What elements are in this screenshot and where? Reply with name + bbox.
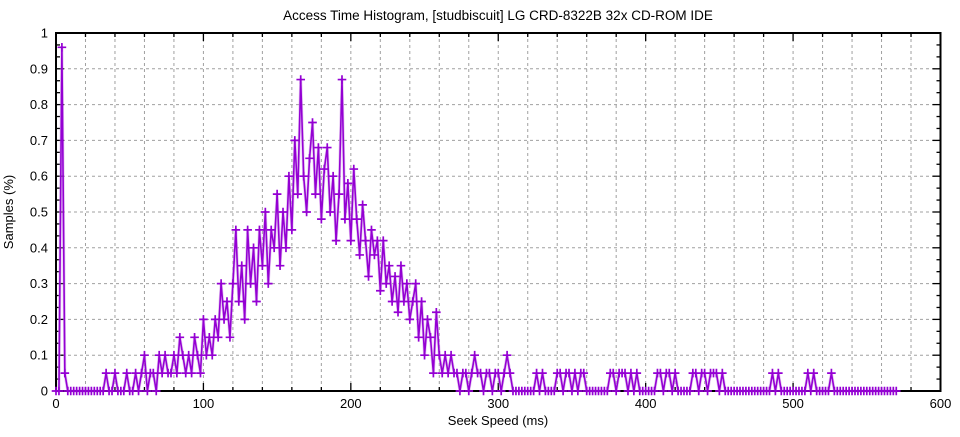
chart-title: Access Time Histogram, [studbiscuit] LG … xyxy=(283,8,713,23)
y-tick-label: 0.2 xyxy=(30,312,48,327)
series-line-halo xyxy=(56,45,897,393)
y-tick-label: 0.9 xyxy=(30,61,48,76)
x-tick-label: 200 xyxy=(340,396,362,411)
y-tick-label: 0.3 xyxy=(30,276,48,291)
series-line xyxy=(56,46,897,392)
x-tick-label: 100 xyxy=(193,396,215,411)
y-tick-label: 1 xyxy=(41,26,48,41)
y-tick-label: 0.7 xyxy=(30,133,48,148)
y-tick-label: 0.6 xyxy=(30,169,48,184)
y-tick-label: 0.8 xyxy=(30,97,48,112)
y-axis-label: Samples (%) xyxy=(1,175,16,249)
plot-render-layer: 0 100 200 300 400 500 600 0 0.1 0.2 0.3 0.4 0.5 0.6 0.… xyxy=(30,26,951,412)
x-axis-label: Seek Speed (ms) xyxy=(448,413,548,428)
y-tick-label: 0 xyxy=(41,384,48,399)
axis-ticks xyxy=(55,32,942,392)
x-tick-label: 600 xyxy=(930,396,952,411)
x-tick-label: 500 xyxy=(782,396,804,411)
x-tick-label: 0 xyxy=(52,396,59,411)
y-tick-label: 0.5 xyxy=(30,205,48,220)
grid-layer xyxy=(56,33,941,391)
y-tick-label: 0.1 xyxy=(30,348,48,363)
tick-labels: 0 100 200 300 400 500 600 0 0.1 0.2 0.3 0.4 0.5 0.6 0.… xyxy=(30,26,951,412)
y-tick-label: 0.4 xyxy=(30,240,48,255)
x-tick-label: 400 xyxy=(635,396,657,411)
x-tick-label: 300 xyxy=(487,396,509,411)
series-plus-markers xyxy=(51,43,901,396)
